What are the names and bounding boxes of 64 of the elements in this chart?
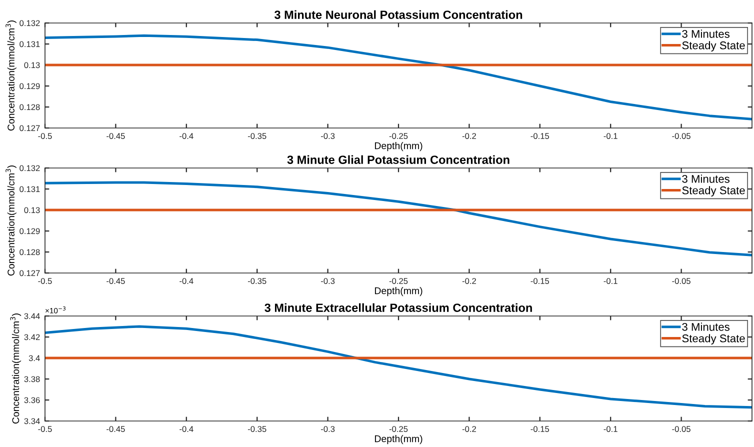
legend-label: 3 Minutes [682,30,730,38]
line-series [45,181,752,256]
y-tick-label: 3.36 [24,397,40,404]
x-tick-label: -0.35 [248,426,266,432]
x-tick-label: -0.3 [320,426,335,432]
x-tick-label: -0.15 [530,133,550,139]
chart-title: 3 Minute Glial Potassium Concentration [287,155,510,164]
x-axis-title: Depth(mm) [374,435,422,444]
y-tick-label: 3.4 [28,355,40,362]
x-tick-label: -0.45 [106,133,125,139]
y-tick-label: 3.34 [24,418,40,424]
legend-label: 3 Minutes [682,322,730,331]
y-tick-label: 0.128 [20,249,40,256]
x-tick-label: -0.15 [530,278,550,284]
x-tick-label: -0.5 [38,133,52,139]
x-tick-label: -0.1 [604,426,618,432]
x-tick-label: -0.05 [672,278,690,284]
x-tick-label: -0.45 [106,278,125,284]
y-tick-label: 0.132 [20,165,40,172]
x-tick-label: -0.3 [320,278,335,284]
y-tick-label: 0.129 [20,228,40,234]
x-tick-label: -0.05 [672,426,690,432]
x-tick-label: -0.5 [38,278,52,284]
x-axis-title: Depth(mm) [374,287,422,296]
y-axis-title: Concentration(mmol/cm$^{3}$) [6,166,16,276]
x-tick-label: -0.05 [672,133,690,139]
x-tick-label: -0.4 [180,133,194,139]
x-tick-label: -0.4 [180,426,194,432]
x-tick-label: -0.35 [248,278,266,284]
x-tick-label: -0.2 [462,426,476,432]
y-tick-label: 0.131 [20,186,40,192]
legend-label: Steady State [682,334,745,344]
x-tick-label: -0.5 [38,426,52,432]
x-tick-label: -0.4 [180,278,194,284]
x-tick-label: -0.35 [248,133,266,139]
y-tick-label: 0.13 [24,207,40,214]
y-tick-label: 0.129 [20,83,40,90]
chart-title: 3 Minute Extracellular Potassium Concentration [264,303,532,312]
chart-title: 3 Minute Neuronal Potassium Concentration [274,10,522,19]
x-tick-label: -0.2 [462,278,476,284]
x-tick-label: -0.25 [389,426,408,432]
x-tick-label: -0.45 [106,426,125,432]
y-tick-label: 3.38 [24,376,40,382]
y-tick-label: 0.127 [20,270,40,276]
legend-label: 3 Minutes [682,174,730,183]
x-tick-label: -0.15 [530,426,550,432]
legend-label: Steady State [682,41,745,52]
x-tick-label: -0.1 [604,278,618,284]
x-tick-label: -0.25 [389,278,408,284]
y-tick-label: 0.131 [20,41,40,48]
x-tick-label: -0.1 [604,133,618,139]
y-axis-title: Concentration(mmol/cm$^{3}$) [6,20,16,131]
y-tick-label: 3.42 [24,334,40,340]
y-tick-label: 3.44 [24,313,40,320]
legend-label: Steady State [682,186,745,196]
x-tick-label: -0.2 [462,133,476,139]
x-tick-label: -0.3 [320,133,335,139]
x-tick-label: -0.25 [389,133,408,139]
y-tick-label: 0.128 [20,104,40,110]
y-axis-title: Concentration(mmol/cm$^{3}$) [10,314,22,424]
y-tick-label: 0.132 [20,20,40,26]
x-axis-title: Depth(mm) [374,142,422,152]
y-tick-label: 0.13 [24,62,40,68]
y-tick-label: 0.127 [20,125,40,132]
